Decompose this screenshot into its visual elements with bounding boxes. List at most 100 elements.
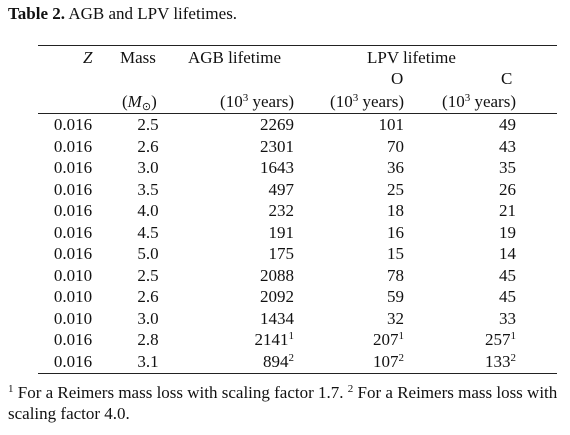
unit-rest: years) [470, 92, 516, 111]
cell: 25 [387, 179, 404, 199]
unit-exp: 3 [464, 92, 471, 104]
cell: 45 [499, 265, 516, 285]
table-title: AGB and LPV lifetimes. [68, 4, 238, 23]
cell: 0.010 [53, 308, 93, 328]
cell: 70 [387, 136, 404, 156]
unit-open: (10 [330, 92, 353, 111]
cell-note: 2 [510, 351, 517, 364]
cell: 0.010 [53, 287, 93, 306]
note-text: For a Reimers mass loss with scaling fac… [8, 383, 558, 423]
cell: 8942 [263, 352, 294, 372]
cell: 0.016 [53, 244, 93, 263]
cell: 26 [499, 179, 516, 199]
cell-note: 2 [288, 351, 295, 364]
cell-text: 133 [485, 351, 511, 371]
unit-exp: 3 [352, 92, 359, 104]
cell: 14 [499, 244, 516, 263]
cell: 32 [387, 308, 404, 328]
cell: 43 [499, 136, 516, 156]
cell: 49 [499, 115, 516, 134]
cell: 19 [499, 222, 516, 242]
unit-sub: ⊙ [141, 101, 152, 113]
cell: 21411 [255, 330, 295, 350]
cell: 3.0 [137, 158, 159, 177]
paren: ( [122, 92, 128, 111]
unit-open: (10 [442, 92, 465, 111]
cell: 2088 [260, 265, 294, 285]
cell: 4.5 [137, 222, 159, 242]
table-label: Table 2. [8, 4, 66, 23]
header-z: Z [83, 48, 92, 68]
cell: 59 [387, 287, 404, 306]
footnotes: 1 For a Reimers mass loss with scaling f… [8, 382, 563, 424]
cell: 0.016 [53, 330, 93, 349]
header-lpv: LPV lifetime [367, 48, 456, 67]
cell: 2.8 [137, 330, 159, 349]
cell-note: 1 [510, 330, 517, 342]
mid-rule [38, 113, 557, 114]
cell: 2269 [260, 115, 294, 134]
header-agb: AGB lifetime [188, 48, 282, 67]
cell: 0.016 [53, 158, 93, 177]
cell: 3.0 [137, 308, 159, 328]
cell: 175 [268, 244, 295, 263]
header-mass: Mass [120, 48, 156, 67]
cell: 0.016 [53, 179, 93, 199]
paren: ) [151, 92, 157, 111]
mass-unit: (M⊙) [122, 92, 157, 113]
header-c: C [501, 69, 513, 88]
cell: 4.0 [137, 201, 159, 220]
cell: 2.5 [137, 115, 159, 134]
cell: 33 [499, 308, 516, 328]
cell: 2.5 [137, 265, 159, 285]
header-o: O [391, 69, 404, 88]
cell: 18 [387, 201, 404, 220]
top-rule [38, 45, 557, 46]
time-unit: (103 years) [442, 92, 516, 112]
time-unit: (103 years) [330, 92, 404, 112]
cell: 45 [499, 287, 516, 306]
time-unit: (103 years) [220, 92, 294, 112]
cell: 0.016 [53, 351, 93, 371]
cell: 0.016 [53, 201, 93, 220]
cell: 3.5 [137, 179, 159, 199]
cell: 2.6 [137, 287, 159, 306]
cell: 191 [268, 222, 295, 242]
cell: 2071 [373, 330, 404, 350]
unit-symbol: M [127, 92, 142, 111]
cell: 0.016 [53, 136, 93, 156]
cell: 0.010 [53, 265, 93, 285]
cell-text: 894 [263, 351, 289, 371]
cell-text: 207 [373, 330, 399, 349]
cell: 0.016 [53, 115, 93, 134]
cell: 1643 [260, 158, 294, 177]
cell-text: 107 [373, 351, 399, 371]
cell: 1434 [260, 308, 294, 328]
cell: 2.6 [137, 136, 159, 156]
cell-note: 1 [398, 330, 405, 342]
cell: 35 [499, 158, 516, 177]
unit-exp: 3 [242, 92, 249, 104]
cell: 5.0 [137, 244, 159, 263]
cell: 3.1 [137, 351, 159, 371]
caption: Table 2. AGB and LPV lifetimes. [8, 4, 237, 24]
cell-note: 1 [288, 330, 295, 342]
cell: 2301 [260, 136, 294, 156]
cell: 78 [387, 265, 404, 285]
cell-note: 2 [398, 351, 405, 364]
unit-open: (10 [220, 92, 243, 111]
cell: 232 [268, 201, 295, 220]
cell: 0.016 [53, 222, 93, 242]
cell-text: 2141 [254, 330, 289, 349]
cell-text: 257 [485, 330, 511, 349]
cell: 101 [378, 115, 405, 134]
note-mark: 1 [8, 383, 14, 395]
cell: 2571 [485, 330, 516, 350]
cell: 21 [499, 201, 516, 220]
note-text: For a Reimers mass loss with scaling fac… [17, 383, 344, 402]
cell: 497 [268, 179, 295, 199]
unit-rest: years) [248, 92, 294, 111]
unit-rest: years) [358, 92, 404, 111]
note-mark: 2 [347, 383, 354, 395]
